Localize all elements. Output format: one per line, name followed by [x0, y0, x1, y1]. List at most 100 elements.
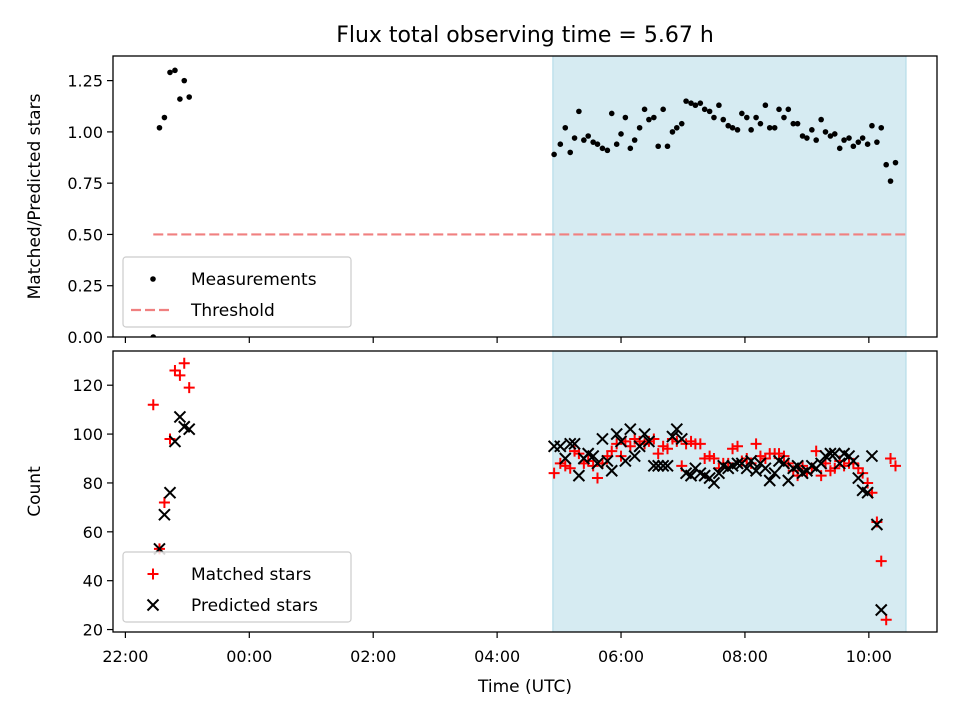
measurement-point — [725, 122, 732, 129]
y-tick-label: 1.25 — [67, 72, 103, 91]
predicted-star-point — [763, 474, 776, 487]
measurement-point — [836, 145, 843, 152]
y-tick-label: 80 — [83, 474, 103, 493]
measurement-point — [683, 98, 689, 104]
measurement-point — [822, 129, 829, 135]
predicted-star-point — [707, 476, 721, 490]
measurement-point — [599, 145, 606, 152]
measurement-point — [167, 69, 173, 76]
predicted-star-point — [596, 432, 609, 446]
matched-star-point — [169, 365, 181, 377]
series-predicted-stars — [153, 410, 888, 617]
x-axis-label: Time (UTC) — [477, 677, 572, 697]
measurement-point — [604, 147, 611, 154]
predicted-star-point — [173, 410, 187, 424]
measurement-point — [711, 114, 717, 121]
matched-star-point — [708, 453, 720, 465]
legend: Matched stars Predicted stars — [122, 551, 352, 623]
x-tick-label: 06:00 — [598, 647, 644, 666]
measurement-point — [720, 116, 727, 123]
measurement-point — [551, 151, 557, 158]
measurement-point — [841, 137, 847, 143]
y-tick-label: 20 — [83, 621, 103, 640]
predicted-star-point — [651, 459, 665, 473]
measurement-point — [734, 127, 741, 133]
measurement-point — [150, 334, 157, 337]
predicted-star-point — [554, 440, 567, 453]
predicted-star-point — [768, 466, 781, 480]
measurement-point — [664, 143, 671, 150]
y-tick-label: 0.00 — [67, 328, 103, 347]
measurement-point — [785, 106, 792, 113]
measurement-point — [794, 120, 801, 127]
matched-star-point — [183, 382, 195, 394]
matched-star-point — [559, 460, 571, 472]
predicted-star-point — [568, 437, 581, 451]
y-axis-label: Matched/Predicted stars — [25, 93, 45, 299]
matched-star-point — [727, 443, 739, 455]
x-tick-label: 02:00 — [350, 647, 396, 666]
matched-star-point — [661, 443, 673, 455]
matched-star-point — [889, 460, 901, 472]
measurement-point — [827, 133, 834, 139]
legend-label: Matched stars — [191, 565, 311, 585]
measurement-point — [874, 139, 880, 145]
measurement-point — [799, 133, 806, 139]
matched-star-point — [875, 555, 887, 567]
matched-star-point — [699, 453, 711, 465]
matched-star-point — [591, 472, 603, 484]
measurement-point — [804, 135, 810, 141]
legend-label: Threshold — [190, 301, 275, 321]
legend: Measurements Threshold — [122, 256, 352, 328]
matched-star-point — [147, 399, 159, 411]
predicted-star-point — [791, 459, 804, 473]
measurement-point — [818, 116, 824, 123]
measurement-point — [646, 116, 652, 123]
predicted-star-point — [586, 449, 600, 463]
measurement-point — [651, 114, 657, 121]
matched-star-point — [652, 448, 664, 460]
measurement-point — [177, 96, 183, 102]
predicted-star-point — [642, 435, 656, 448]
predicted-star-point — [670, 422, 683, 436]
predicted-star-point — [744, 454, 758, 468]
predicted-star-point — [666, 430, 679, 443]
observing-window-shade — [552, 350, 907, 633]
predicted-star-point — [731, 457, 744, 470]
measurement-point — [739, 110, 745, 117]
measurement-point — [622, 114, 629, 121]
predicted-star-point — [749, 464, 763, 477]
measurement-point — [581, 137, 587, 143]
observing-window-shade — [552, 55, 907, 338]
measurement-point — [557, 141, 564, 147]
predicted-star-point — [601, 454, 614, 468]
predicted-star-point — [163, 486, 177, 499]
measurement-point — [172, 67, 178, 74]
predicted-star-point — [619, 454, 632, 468]
predicted-star-point — [870, 518, 884, 531]
x-tick-label: 22:00 — [102, 647, 148, 666]
measurement-point — [156, 124, 163, 131]
measurement-point — [181, 77, 188, 84]
predicted-star-point — [638, 427, 651, 441]
predicted-star-point — [684, 469, 698, 482]
predicted-star-point — [661, 459, 674, 473]
measurement-point — [743, 114, 750, 121]
legend-label: Predicted stars — [191, 596, 318, 616]
measurement-point — [678, 120, 685, 127]
measurement-point — [855, 139, 862, 145]
measurement-point — [585, 133, 591, 139]
matched-star-point — [158, 496, 170, 508]
matched-star-point — [694, 438, 706, 450]
measurement-point — [567, 149, 574, 156]
measurement-point — [706, 108, 713, 115]
measurement-point — [762, 102, 769, 109]
x-tick-label: 08:00 — [722, 647, 768, 666]
predicted-star-point — [633, 440, 646, 453]
matched-star-point — [174, 369, 186, 381]
predicted-star-point — [564, 437, 577, 451]
measurement-point — [641, 106, 648, 113]
measurement-point — [757, 120, 764, 127]
matched-star-point — [750, 438, 762, 450]
